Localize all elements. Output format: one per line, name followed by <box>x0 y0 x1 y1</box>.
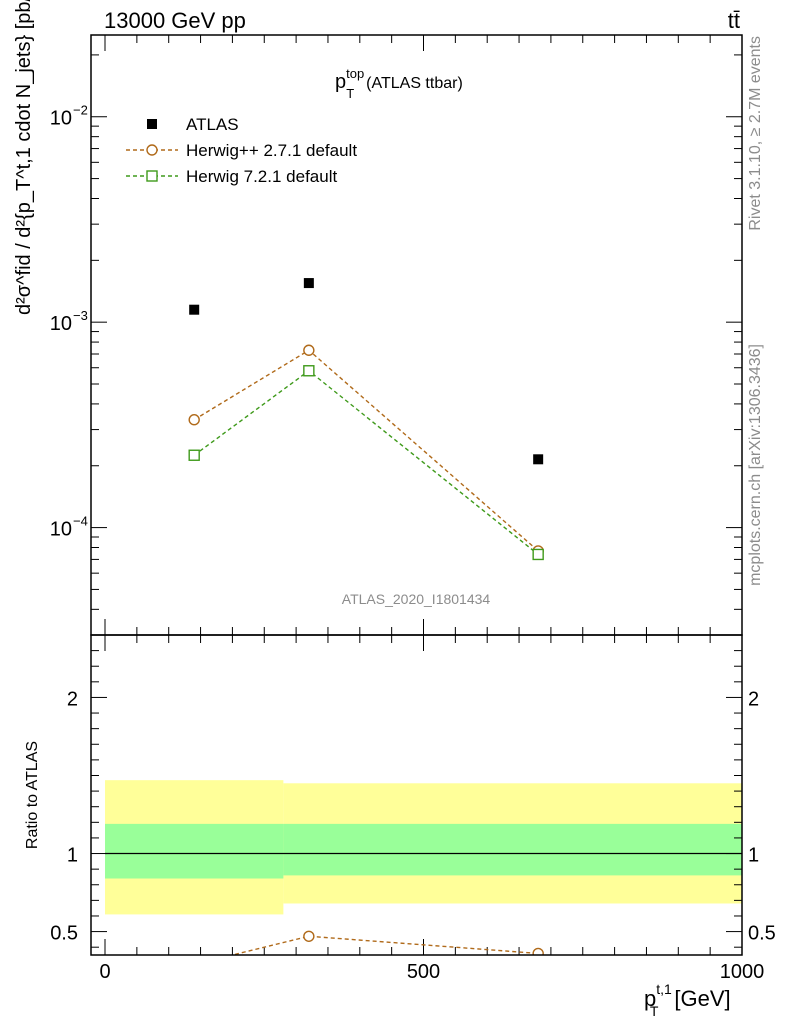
herwigpp-data-point <box>303 344 315 356</box>
atlas-data-point <box>189 304 200 315</box>
header-right-label: tt̄ <box>728 8 740 33</box>
ratio-y-axis-label: Ratio to ATLAS <box>24 741 41 849</box>
ratio-y-tick-label-left: 1 <box>67 845 78 867</box>
main-y-tick-label: 10 <box>50 108 72 130</box>
rivet-version-label: Rivet 3.1.10, ≥ 2.7M events <box>747 36 764 231</box>
legend-entry-label: ATLAS <box>186 115 239 134</box>
main-y-tick-label: 10 <box>50 519 72 541</box>
x-tick-label: 1000 <box>720 961 765 983</box>
main-title-sub: T <box>346 86 354 101</box>
series-line <box>193 369 539 555</box>
main-y-axis-label-text: d²σ^fid / d²{p_T^t,1 cdot N_jets} [pb/Ge… <box>13 0 35 315</box>
main-title-main: p <box>335 71 346 93</box>
ratio-ticks: 0.5 0.5 1 1 2 2 0 500 1000 <box>50 635 776 983</box>
ratio-y-tick-label-right: 1 <box>748 845 759 867</box>
ratio-data-point <box>303 930 315 942</box>
legend-marker-herwig7 <box>146 170 158 182</box>
main-title-rest: (ATLAS ttbar) <box>366 75 463 92</box>
ratio-inner-band <box>283 823 742 876</box>
ratio-series-line <box>229 935 539 955</box>
ratio-data-point <box>189 959 199 969</box>
legend-marker-atlas <box>147 119 157 129</box>
series-line <box>193 349 539 552</box>
ratio-y-tick-label-right: 2 <box>748 688 759 710</box>
herwigpp-data-point <box>188 414 200 426</box>
ratio-y-tick-label-left: 0.5 <box>50 923 78 945</box>
main-panel: 10−210−310−4 ptop T(ATLAS ttbar) d²σ^fid … <box>13 0 743 636</box>
herwig7-data-point <box>532 548 544 561</box>
x-tick-label: 0 <box>99 961 110 983</box>
main-y-tick-exponent: −4 <box>73 514 88 529</box>
main-y-tick-label: 10 <box>50 313 72 335</box>
main-y-axis-label: d²σ^fid / d²{p_T^t,1 cdot N_jets} [pb/Ge… <box>13 0 35 315</box>
x-axis-label-main: p <box>644 986 656 1011</box>
header-left-label: 13000 GeV pp <box>104 8 246 33</box>
legend: ATLAS Herwig++ 2.7.1 default Herwig 7.2.1 … <box>126 115 357 186</box>
herwig7-data-point <box>188 449 200 461</box>
atlas-data-point <box>303 278 314 289</box>
legend-entry-label: Herwig 7.2.1 default <box>186 167 337 186</box>
main-title: ptop T (ATLAS ttbar) <box>335 66 463 101</box>
mcplots-credit-label: mcplots.cern.ch [arXiv:1306.3436] <box>747 344 764 586</box>
x-tick-label: 500 <box>407 961 440 983</box>
ratio-uncertainty-bands <box>105 780 742 915</box>
ratio-data <box>189 930 544 969</box>
main-title-sup: top <box>346 66 364 81</box>
ratio-inner-band <box>105 823 284 879</box>
herwig7-data-point <box>303 365 315 377</box>
ratio-panel: 0.5 0.5 1 1 2 2 0 500 1000 Ratio to ATLAS pt,1 T [… <box>24 634 776 1019</box>
analysis-watermark: ATLAS_2020_I1801434 <box>342 591 491 607</box>
ratio-data-point <box>532 947 544 955</box>
x-axis-label-sub: T <box>650 1003 659 1019</box>
x-axis-label-rest: [GeV] <box>674 986 730 1011</box>
ratio-frame <box>90 634 743 956</box>
main-y-tick-exponent: −2 <box>73 103 88 118</box>
atlas-data-point <box>533 454 544 465</box>
main-y-tick-exponent: −3 <box>73 308 88 323</box>
main-y-ticks: 10−210−310−4 <box>50 35 743 636</box>
legend-entry-label: Herwig++ 2.7.1 default <box>186 141 357 160</box>
x-axis-label-sup: t,1 <box>656 981 672 997</box>
ratio-y-tick-label-right: 0.5 <box>748 923 776 945</box>
ratio-y-tick-label-left: 2 <box>67 688 78 710</box>
x-axis-label: pt,1 T [GeV] <box>644 981 731 1019</box>
legend-marker-herwigpp <box>146 144 158 156</box>
main-data <box>188 278 544 561</box>
